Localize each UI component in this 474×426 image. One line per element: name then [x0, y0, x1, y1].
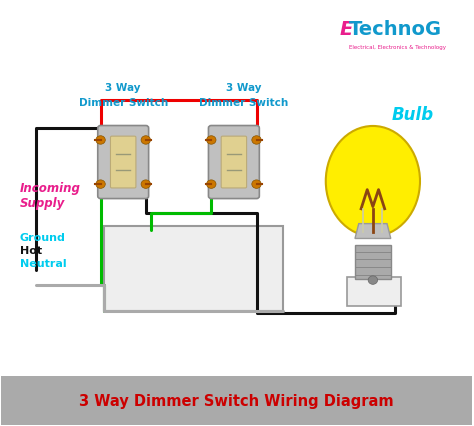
Circle shape: [368, 276, 378, 284]
Circle shape: [252, 136, 261, 144]
Bar: [355, 245, 391, 279]
FancyBboxPatch shape: [98, 126, 149, 199]
Circle shape: [141, 180, 151, 188]
Ellipse shape: [326, 126, 420, 236]
Text: Dimmer Switch: Dimmer Switch: [199, 98, 288, 109]
Bar: [104, 226, 283, 311]
Circle shape: [141, 136, 151, 144]
Circle shape: [207, 136, 216, 144]
Text: Hot: Hot: [19, 246, 42, 256]
Text: 3 Way: 3 Way: [226, 83, 261, 93]
Text: Ground: Ground: [19, 233, 65, 244]
Text: Electrical, Electronics & Technology: Electrical, Electronics & Technology: [349, 45, 447, 50]
Polygon shape: [355, 224, 391, 239]
Text: Dimmer Switch: Dimmer Switch: [79, 98, 168, 109]
FancyBboxPatch shape: [209, 126, 259, 199]
Circle shape: [207, 180, 216, 188]
FancyBboxPatch shape: [221, 136, 246, 188]
Text: Bulb: Bulb: [392, 106, 434, 124]
Text: Neutral: Neutral: [19, 259, 66, 269]
Text: 3 Way Dimmer Switch Wiring Diagram: 3 Way Dimmer Switch Wiring Diagram: [79, 394, 393, 409]
Text: 3 Way: 3 Way: [105, 83, 141, 93]
Text: E: E: [340, 20, 353, 39]
Bar: [0, 377, 472, 425]
Text: TechnoG: TechnoG: [349, 20, 442, 39]
Bar: [347, 277, 401, 306]
Text: Incoming
Supply: Incoming Supply: [19, 182, 81, 210]
Circle shape: [96, 136, 105, 144]
Circle shape: [252, 180, 261, 188]
FancyBboxPatch shape: [110, 136, 136, 188]
Circle shape: [96, 180, 105, 188]
